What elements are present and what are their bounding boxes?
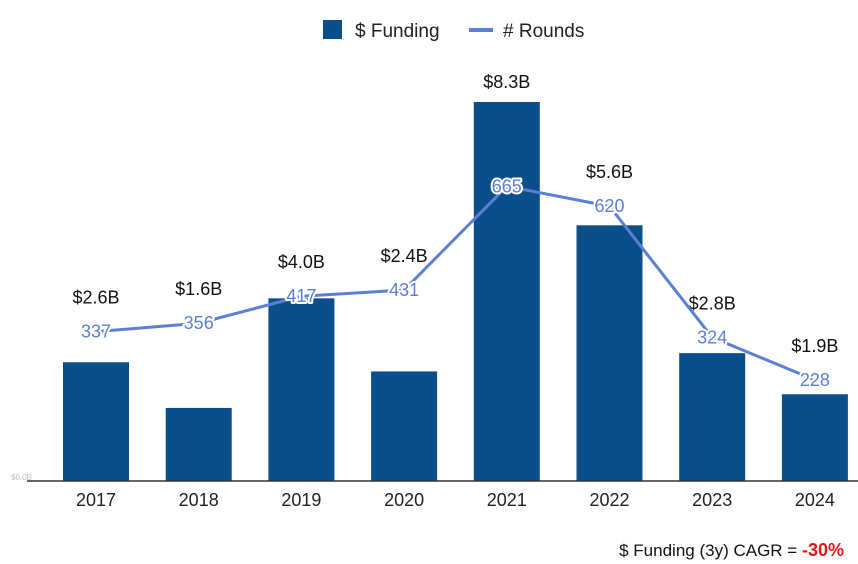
cagr-footnote: $ Funding (3y) CAGR = -30% [619, 540, 844, 561]
rounds-label-2023: 324 [697, 327, 727, 347]
x-tick-2018: 2018 [179, 490, 219, 510]
legend-label-funding: $ Funding [355, 21, 440, 42]
rounds-series-line [95, 184, 816, 382]
x-tick-2023: 2023 [692, 490, 732, 510]
cagr-value: -30% [801, 540, 844, 560]
x-tick-2017: 2017 [76, 490, 116, 510]
legend-label-rounds: # Rounds [503, 21, 584, 42]
bar-label-2024: $1.9B [791, 336, 838, 356]
x-tick-2020: 2020 [384, 490, 424, 510]
bar-2023 [679, 353, 746, 481]
bar-label-2020: $2.4B [381, 246, 428, 266]
bar-label-2022: $5.6B [586, 162, 633, 182]
x-tick-2019: 2019 [281, 490, 321, 510]
rounds-label-2018: 356 [184, 313, 214, 333]
rounds-label-2022: 620 [594, 196, 624, 216]
bar-label-2023: $2.8B [689, 293, 736, 313]
legend-swatch-funding [323, 20, 342, 39]
line-labels-group: 337 356 417 431 665 620 324 228 [79, 174, 832, 392]
y-baseline-tick: $0.0B [11, 473, 32, 482]
x-tick-2021: 2021 [487, 490, 527, 510]
x-tick-labels: 2017 2018 2019 2020 2021 2022 2023 2024 [76, 490, 835, 510]
bar-labels-group: $2.6B $1.6B $4.0B $2.4B $8.3B $5.6B $2.8B $1.9B [72, 72, 838, 356]
x-tick-2022: 2022 [589, 490, 629, 510]
bar-2017 [63, 362, 129, 481]
rounds-label-2017: 337 [81, 322, 111, 342]
bar-2020 [371, 371, 438, 481]
bar-label-2019: $4.0B [278, 252, 325, 272]
legend: $ Funding # Rounds [323, 20, 584, 42]
bar-2022 [576, 225, 643, 481]
x-tick-2024: 2024 [795, 490, 835, 510]
bar-2021 [473, 102, 540, 481]
bar-label-2017: $2.6B [72, 288, 119, 308]
cagr-footnote-text: $ Funding (3y) CAGR = [619, 541, 798, 560]
rounds-label-2024: 228 [800, 370, 830, 390]
bars-group [63, 102, 848, 481]
bar-2019 [268, 298, 335, 481]
rounds-label-2019: 417 [286, 286, 316, 306]
rounds-label-2020: 431 [389, 280, 419, 300]
bar-label-2021: $8.3B [483, 72, 530, 92]
bar-label-2018: $1.6B [175, 279, 222, 299]
rounds-label-2021: 665 [492, 176, 522, 196]
bar-2018 [165, 407, 232, 481]
bar-2024 [781, 394, 848, 481]
